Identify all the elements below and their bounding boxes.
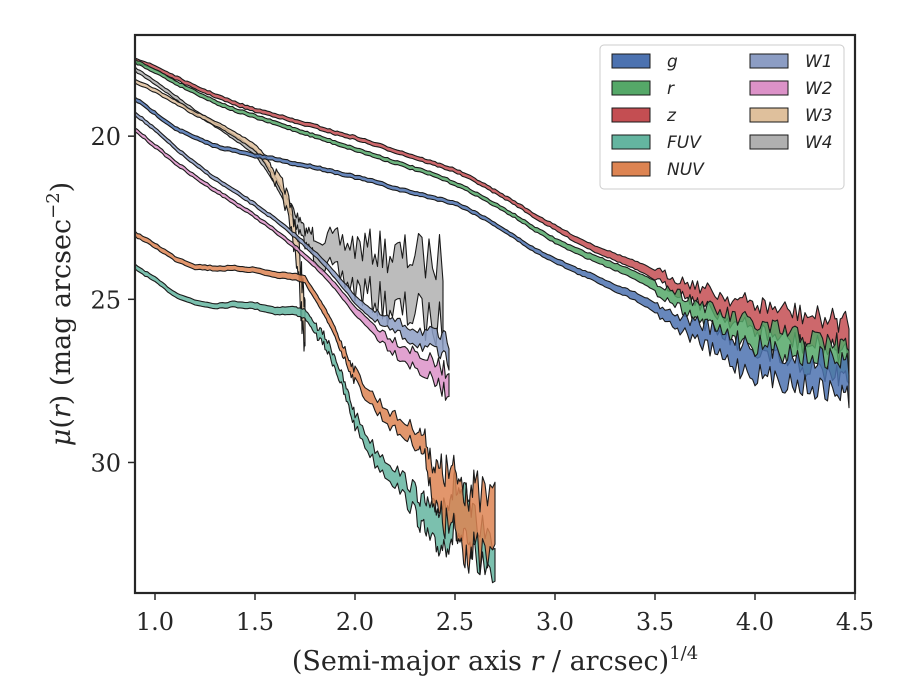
x-tick-label: 2.5: [436, 608, 474, 636]
legend-label-g: g: [667, 52, 678, 72]
series-band-w1: [135, 111, 450, 371]
x-axis-label: (Semi-major axis r / arcsec)1/4: [292, 643, 698, 677]
x-tick-label: 3.5: [636, 608, 674, 636]
x-tick-label: 4.5: [836, 608, 874, 636]
series-band-nuv: [135, 230, 496, 575]
plot-frame: [133, 33, 857, 595]
x-tick-label: 3.0: [536, 608, 574, 636]
series-band-w3: [135, 78, 306, 352]
x-tick-label: 4.0: [736, 608, 774, 636]
y-tick-label: 25: [90, 286, 121, 314]
legend-label-w1: W1: [805, 52, 833, 72]
series-band-w2: [135, 127, 450, 401]
legend-swatch-w2: [749, 80, 789, 96]
series-band-g: [135, 96, 850, 409]
legend-label-r: r: [667, 79, 675, 99]
legend-swatch-nuv: [611, 161, 651, 177]
legend-label-z: z: [666, 106, 677, 126]
y-tick-label: 20: [90, 123, 121, 151]
legend-swatch-fuv: [611, 134, 651, 150]
x-tick-label: 2.0: [336, 608, 374, 636]
legend-swatch-z: [611, 107, 651, 123]
legend-swatch-r: [611, 80, 651, 96]
x-tick-label: 1.0: [136, 608, 174, 636]
series-layer: [135, 57, 850, 584]
series-band-fuv: [135, 263, 496, 584]
legend-swatch-w1: [749, 53, 789, 69]
legend-label-w4: W4: [805, 133, 833, 153]
legend-swatch-w3: [749, 107, 789, 123]
legend: grz FUV NUV W1 W2 W3 W4: [599, 44, 845, 190]
legend-swatch-w4: [749, 134, 789, 150]
legend-swatch-g: [611, 53, 651, 69]
legend-label-fuv: FUV: [667, 133, 702, 153]
legend-label-w3: W3: [805, 106, 833, 126]
y-axis-label: μ(r) (mag arcsec−2): [43, 182, 77, 446]
y-axis-ticks: 20 25 30: [90, 123, 135, 477]
legend-label-w2: W2: [805, 79, 833, 99]
x-tick-label: 1.5: [236, 608, 274, 636]
y-tick-label: 30: [90, 449, 121, 477]
x-axis-ticks: 1.0 1.5 2.0 2.5 3.0 3.5 4.0 4.5: [136, 593, 874, 636]
legend-label-nuv: NUV: [667, 160, 705, 180]
